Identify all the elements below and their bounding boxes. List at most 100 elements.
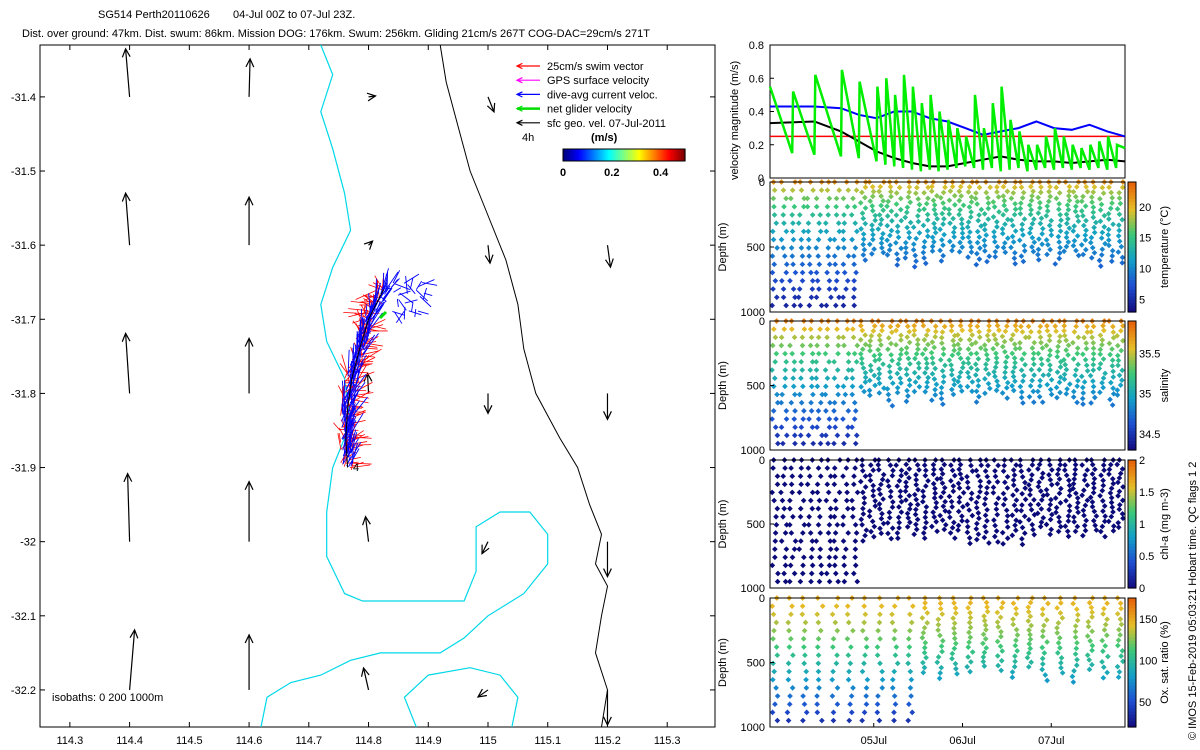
profile-point [887,369,893,375]
profile-point [1101,327,1107,334]
profile-point [968,365,974,371]
profile-point [1017,205,1024,212]
profile-point [1017,340,1023,346]
profile-point [993,506,1000,513]
profile-point [1079,462,1085,468]
profile-point [913,190,919,197]
profile-point [790,383,797,390]
profile-point [848,212,855,218]
copyright-note: © IMOS 15-Feb-2019 05:03:21 Hobart time.… [1187,462,1199,740]
profile-point [995,539,1001,545]
profile-point [1117,470,1124,477]
profile-point [906,382,913,389]
profile-point [832,497,839,504]
profile-point [797,578,804,585]
profile-point [845,676,852,683]
profile-point [816,554,823,561]
dac-vector [349,381,366,404]
colorbar-swatch [656,149,660,161]
profile-point [854,228,860,235]
profile-point [992,253,999,260]
profile-point [1116,227,1123,234]
profile-point [1056,201,1063,207]
profile-point [934,192,940,199]
profile-point [981,613,987,619]
profile-point [911,332,917,338]
profile-point [1115,674,1122,681]
panel-colorbar-swatch [1128,372,1136,377]
panel-colorbar-swatch [1128,717,1136,722]
profile-point [807,497,814,504]
profile-point [831,399,838,406]
profile-point [1101,503,1108,509]
profile-point [870,231,876,238]
profile-point [1047,246,1053,253]
profile-point [831,408,837,414]
profile-point [823,497,830,504]
profile-point [1097,351,1104,358]
profile-point [1036,479,1042,486]
profile-point [1000,468,1007,475]
profile-point [906,506,913,512]
profile-point [859,668,866,675]
colorbar-swatch [624,149,627,161]
geo-vector-head [245,57,255,68]
profile-point [950,229,957,236]
profile-point [957,471,964,477]
geo-vector [125,193,131,246]
profile-point [832,619,839,626]
profile-point [1041,622,1047,629]
profile-point [931,376,938,382]
dac-vector [363,320,374,339]
profile-point [1064,386,1070,392]
swim-vector [353,390,371,402]
profile-point [885,346,891,353]
profile-point [913,472,919,478]
panel-colorbar-tick-label: 0.5 [1139,551,1154,563]
profile-point [893,327,899,334]
profile-point [788,195,794,202]
profile-point [1070,485,1076,492]
colorbar-swatch [615,149,619,161]
profile-point [1011,184,1018,191]
map-xtick-label: 114.5 [176,735,203,747]
profile-point [1073,662,1080,669]
profile-point [973,536,980,543]
profile-point [771,212,778,218]
profile-point [1054,471,1061,478]
profile-point [791,432,798,439]
panel-colorbar-swatch [1128,672,1136,676]
profile-point [965,219,972,225]
profile-point [1065,513,1072,519]
profile-point [872,212,879,219]
profile-point [852,562,859,569]
profile-point [958,193,965,199]
profile-point [1074,399,1080,406]
profile-point [1097,332,1104,339]
profile-point [802,652,808,659]
profile-point [769,603,776,609]
profile-point [843,465,850,471]
panel-xtick-label: 06Jul [949,735,975,747]
profile-point [1070,242,1077,249]
profile-point [1074,213,1081,220]
panel-colorbar-swatch [1128,688,1136,693]
profile-point [898,245,904,252]
profile-point [1010,369,1016,375]
profile-point [980,640,986,647]
profile-point [957,383,964,390]
profile-point [786,668,792,675]
profile-point [973,399,980,405]
profile-point [843,481,850,488]
profile-point [1031,239,1038,246]
profile-point [876,332,883,339]
profile-point [826,277,833,284]
profile-point [789,554,796,561]
profile-point [844,636,851,642]
profile-point [947,188,954,194]
profile-point [975,377,982,384]
profile-point [836,294,842,301]
profile-point [1072,623,1079,629]
profile-point [772,554,778,561]
profile-point [857,478,864,485]
